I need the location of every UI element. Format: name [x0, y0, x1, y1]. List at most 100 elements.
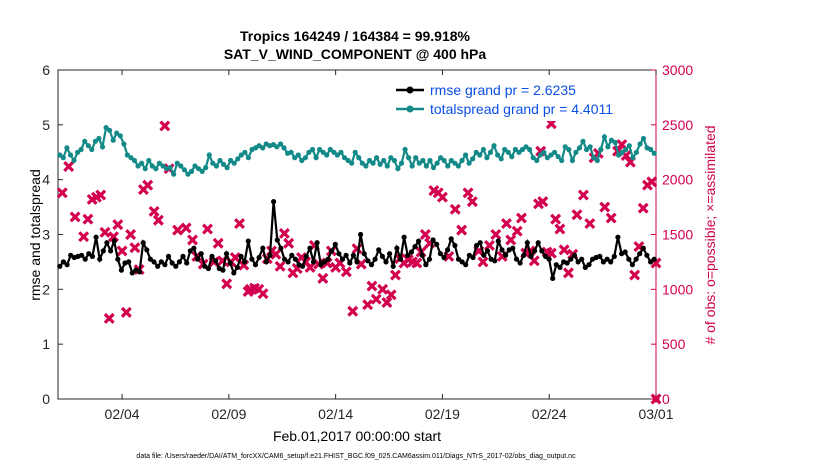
legend-rmse-label: rmse grand pr = 2.6235 [430, 82, 576, 98]
rmse-point-82 [354, 259, 360, 265]
legend-box [386, 77, 652, 121]
spread-point-103 [423, 163, 429, 169]
rmse-point-68 [303, 253, 309, 259]
rmse-point-89 [379, 253, 385, 259]
obs-assimilated-point-93 [505, 234, 517, 246]
obs-assimilated-point-113 [599, 201, 611, 213]
rmse-point-48 [231, 270, 237, 276]
obs-assimilated-point-121 [637, 202, 649, 214]
spread-point-4 [71, 157, 77, 164]
spread-point-33 [174, 160, 180, 166]
spread-point-162 [633, 149, 640, 155]
spread-point-107 [438, 155, 444, 161]
spread-point-83 [352, 149, 358, 155]
spread-point-13 [103, 125, 109, 131]
rmse-point-7 [82, 256, 88, 262]
spread-point-76 [327, 146, 333, 153]
spread-point-42 [206, 152, 212, 158]
rmse-point-134 [542, 253, 549, 259]
rmse-point-123 [503, 252, 509, 258]
rmse-point-129 [524, 240, 530, 246]
rmse-point-41 [205, 265, 211, 272]
spread-point-78 [334, 152, 340, 158]
rmse-point-16 [115, 256, 121, 262]
spread-point-72 [313, 155, 319, 161]
spread-point-10 [92, 138, 98, 144]
spread-point-104 [427, 157, 433, 164]
y2-tick-label-1: 500 [662, 336, 686, 352]
x-tick-label-3: 02/19 [425, 406, 460, 422]
spread-point-40 [199, 168, 205, 174]
y-axis-label: rmse and totalspread [27, 169, 43, 301]
rmse-point-2 [64, 262, 70, 268]
x-tick-label-5: 03/01 [638, 406, 673, 422]
spread-point-88 [370, 160, 376, 166]
rmse-point-136 [550, 275, 556, 281]
spread-point-12 [99, 144, 106, 150]
spread-point-114 [463, 152, 469, 158]
rmse-point-43 [213, 258, 219, 264]
spread-point-150 [591, 155, 597, 161]
obs-assimilated-point-92 [501, 218, 512, 229]
rmse-point-163 [648, 259, 654, 265]
rmse-point-106 [441, 254, 447, 261]
obs-assimilated-point-68 [381, 297, 393, 308]
spread-point-18 [121, 141, 127, 147]
obs-assimilated-point-23 [172, 224, 184, 236]
rmse-point-146 [586, 262, 592, 268]
obs-assimilated-point-24 [180, 222, 192, 234]
spread-point-113 [459, 157, 465, 164]
y-tick-label-4: 4 [42, 172, 50, 188]
rmse-point-107 [445, 247, 451, 253]
spread-point-138 [548, 152, 554, 158]
spread-point-121 [487, 149, 494, 155]
rmse-point-85 [365, 258, 371, 264]
spread-point-135 [537, 152, 543, 158]
x-tick-label-2: 02/14 [318, 406, 353, 422]
y2-tick-label-2: 1000 [662, 281, 693, 297]
rmse-point-38 [194, 256, 201, 262]
rmse-point-142 [571, 252, 578, 258]
spread-point-34 [178, 163, 184, 169]
spread-point-151 [594, 157, 600, 164]
obs-assimilated-point-70 [389, 269, 401, 281]
rmse-point-94 [397, 256, 404, 262]
rmse-point-103 [430, 237, 436, 243]
rmse-point-117 [481, 252, 487, 258]
rmse-point-135 [546, 256, 552, 262]
rmse-point-140 [564, 260, 570, 266]
spread-point-163 [637, 141, 643, 147]
obs-assimilated-point-75 [411, 257, 423, 269]
obs-assimilated-point-64 [362, 299, 374, 311]
spread-point-137 [544, 155, 551, 161]
spread-point-73 [317, 146, 323, 153]
rmse-point-46 [223, 251, 230, 257]
rmse-point-51 [242, 259, 248, 265]
spread-point-23 [139, 160, 145, 166]
obs-assimilated-point-106 [562, 267, 574, 279]
chart-title: Tropics 164249 / 164384 = 99.918% [240, 28, 471, 44]
spread-point-71 [309, 146, 316, 153]
rmse-point-144 [579, 256, 585, 262]
obs-assimilated-point-21 [159, 120, 171, 132]
spread-point-61 [274, 144, 280, 150]
rmse-point-52 [245, 238, 251, 244]
rmse-point-64 [289, 252, 295, 258]
spread-point-32 [171, 171, 177, 177]
rmse-point-150 [600, 259, 607, 265]
spread-point-117 [473, 149, 479, 155]
spread-point-156 [612, 139, 618, 145]
rmse-point-138 [557, 264, 563, 270]
spread-point-63 [281, 145, 287, 151]
obs-assimilated-point-85 [462, 187, 474, 199]
obs-assimilated-point-89 [483, 240, 495, 251]
rmse-point-71 [314, 240, 320, 246]
spread-point-101 [416, 160, 422, 166]
spread-point-44 [213, 163, 219, 169]
rmse-point-133 [539, 248, 545, 254]
obs-assimilated-point-100 [537, 196, 549, 208]
rmse-point-161 [640, 245, 646, 251]
legend-rmse-marker [406, 86, 414, 94]
rmse-point-112 [463, 262, 469, 268]
spread-point-50 [235, 156, 241, 162]
